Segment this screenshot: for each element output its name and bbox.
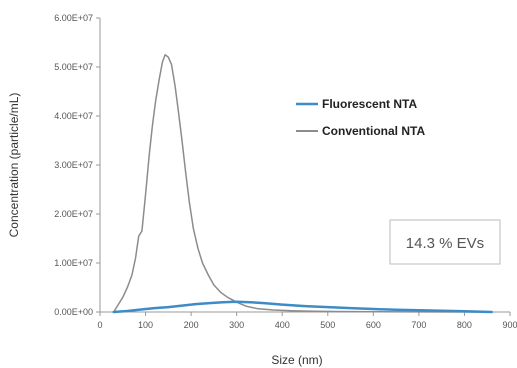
x-tick-label: 600 [366,320,381,330]
y-tick-label: 5.00E+07 [54,62,93,72]
x-ticks: 0 100 200 300 400 500 600 700 800 900 [97,312,517,330]
x-tick-label: 900 [502,320,517,330]
y-axis-title: Concentration (particle/mL) [7,93,21,238]
annotation-box-border [389,219,501,265]
series-line-fluorescent-nta [112,300,494,314]
legend-item-conventional-nta: Conventional NTA [296,124,425,138]
x-tick-label: 800 [457,320,472,330]
y-tick-label: 2.00E+07 [54,209,93,219]
series-line-conventional-nta [112,54,493,313]
series-group [112,54,494,314]
x-tick-label: 0 [97,320,102,330]
annotation-label: 14.3 % EVs [406,235,484,252]
x-tick-label: 200 [184,320,199,330]
legend: Fluorescent NTA Conventional NTA [296,97,425,138]
x-tick-label: 400 [275,320,290,330]
annotation-box: 14.3 % EVs [389,219,501,265]
x-tick-label: 100 [138,320,153,330]
legend-label-conventional-nta: Conventional NTA [322,124,425,138]
x-tick-label: 300 [229,320,244,330]
y-ticks: 0.00E+00 1.00E+07 2.00E+07 3.00E+07 4.00E+07… [54,13,100,317]
y-tick-label: 3.00E+07 [54,160,93,170]
y-tick-label: 0.00E+00 [54,307,93,317]
x-axis-title: Size (nm) [271,353,322,367]
y-tick-label: 4.00E+07 [54,111,93,121]
legend-label-fluorescent-nta: Fluorescent NTA [322,97,417,111]
y-tick-label: 1.00E+07 [54,258,93,268]
legend-item-fluorescent-nta: Fluorescent NTA [296,97,417,111]
x-tick-label: 700 [411,320,426,330]
x-tick-label: 500 [320,320,335,330]
y-tick-label: 6.00E+07 [54,13,93,23]
